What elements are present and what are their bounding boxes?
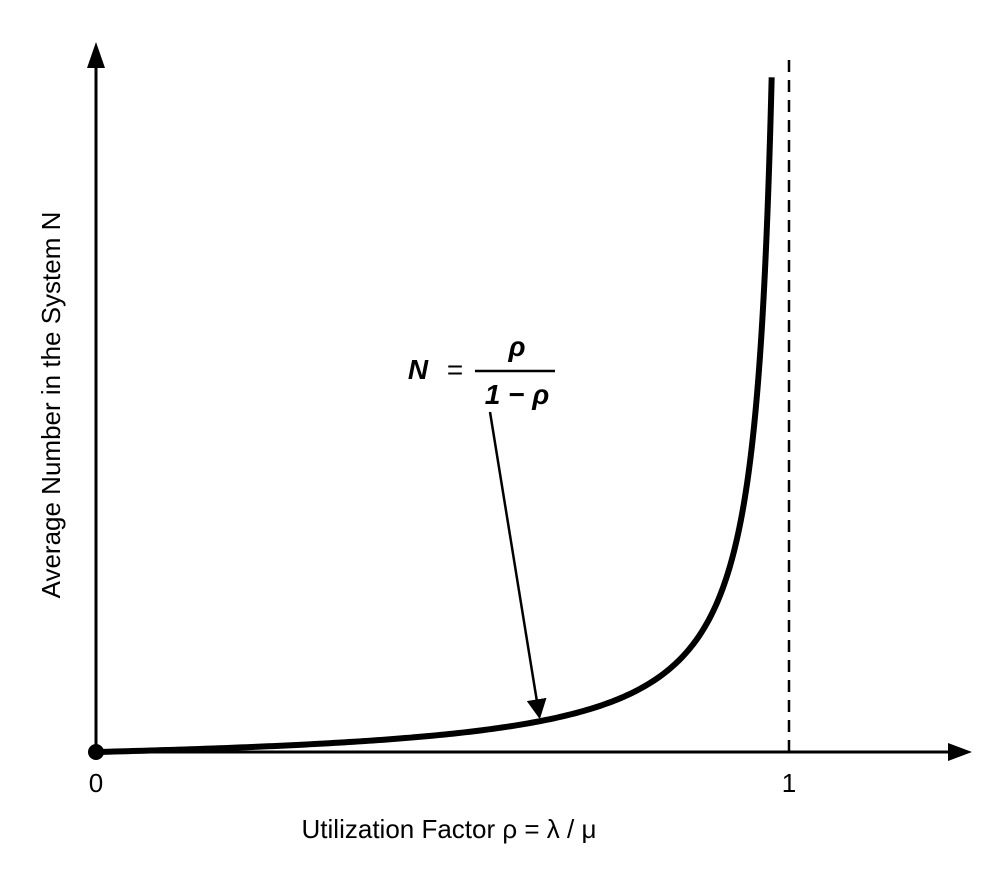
origin-point (88, 744, 104, 760)
y-axis-arrow-icon (87, 42, 105, 68)
annotation-pointer (488, 411, 547, 720)
x-tick-label-1: 1 (782, 768, 796, 798)
annotation-numerator: ρ (508, 331, 526, 362)
y-axis-title: Average Number in the System N (36, 212, 66, 599)
annotation-lhs: N (408, 354, 429, 385)
series-line (95, 74, 775, 755)
x-axis-arrow-icon (948, 743, 972, 761)
x-axis-title: Utilization Factor ρ = λ / μ (302, 814, 597, 844)
annotation-denominator: 1 − ρ (485, 379, 549, 410)
annotation-equals: = (447, 354, 463, 385)
x-tick-label-0: 0 (89, 768, 103, 798)
